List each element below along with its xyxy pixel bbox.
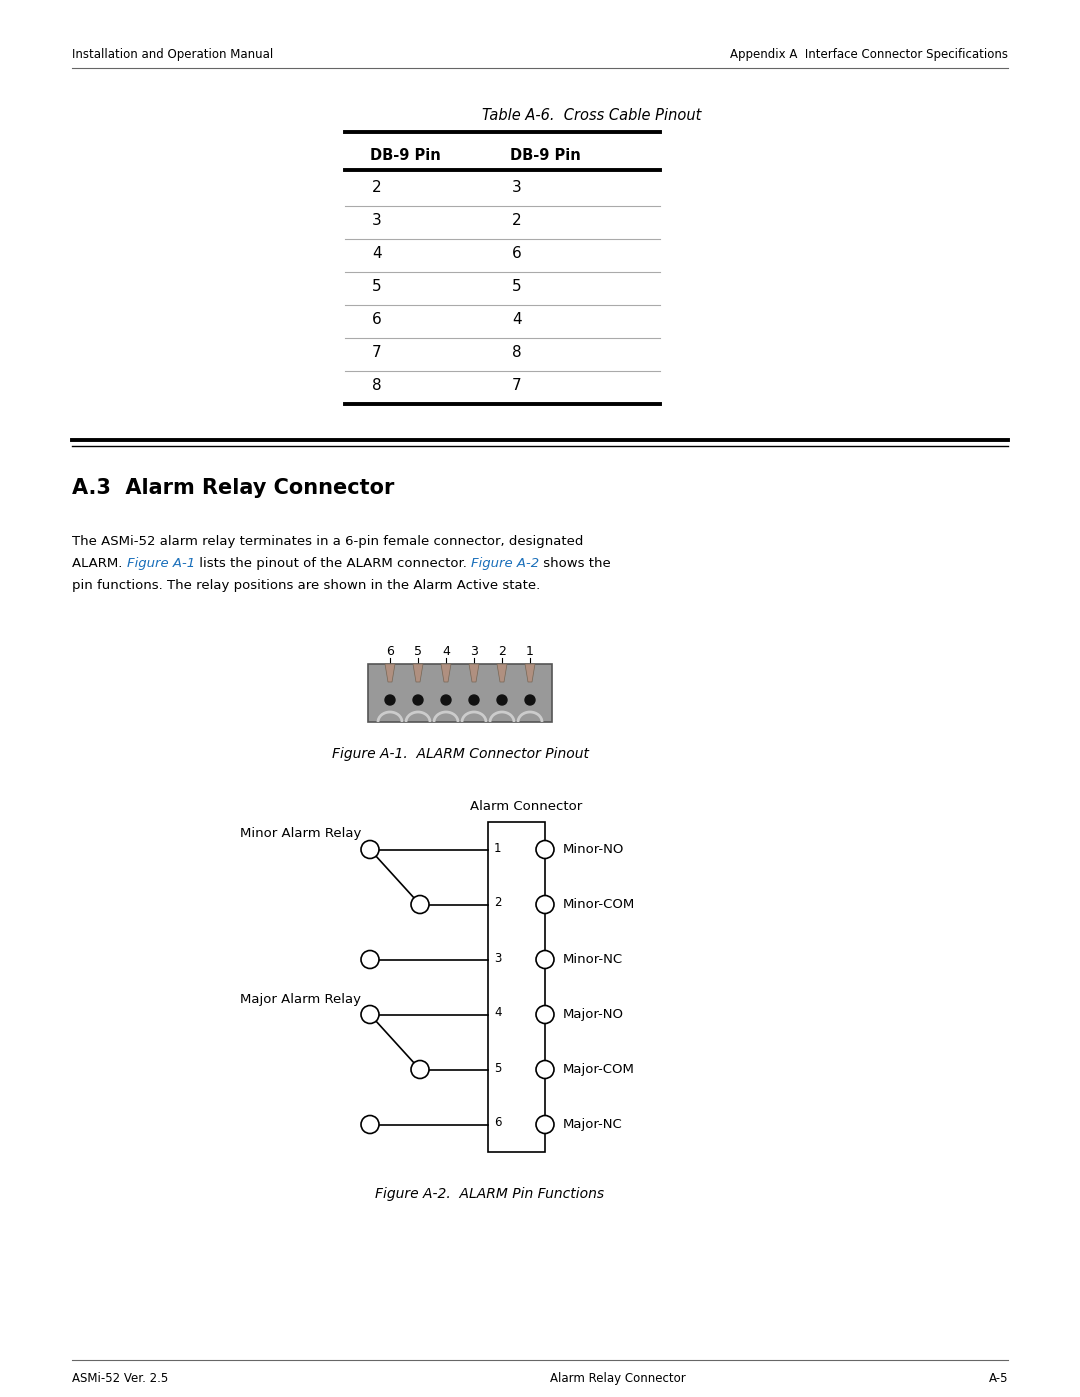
Circle shape <box>361 1115 379 1133</box>
Text: 2: 2 <box>498 645 505 658</box>
Text: Minor-COM: Minor-COM <box>563 898 635 911</box>
Circle shape <box>536 1115 554 1133</box>
Text: 8: 8 <box>372 379 381 393</box>
Text: The ASMi-52 alarm relay terminates in a 6-pin female connector, designated: The ASMi-52 alarm relay terminates in a … <box>72 535 583 548</box>
Text: Major-COM: Major-COM <box>563 1063 635 1076</box>
Text: Appendix A  Interface Connector Specifications: Appendix A Interface Connector Specifica… <box>730 47 1008 61</box>
Text: Table A-6.  Cross Cable Pinout: Table A-6. Cross Cable Pinout <box>483 108 702 123</box>
Text: Figure A-2: Figure A-2 <box>471 557 539 570</box>
Circle shape <box>525 694 535 705</box>
Text: 8: 8 <box>512 345 522 360</box>
Text: lists the pinout of the ALARM connector.: lists the pinout of the ALARM connector. <box>194 557 471 570</box>
Polygon shape <box>525 664 535 682</box>
Text: 4: 4 <box>372 246 381 261</box>
Bar <box>368 664 552 722</box>
Text: 2: 2 <box>494 897 501 909</box>
Circle shape <box>536 841 554 859</box>
Text: 4: 4 <box>494 1006 501 1020</box>
Text: A-5: A-5 <box>988 1372 1008 1384</box>
Text: pin functions. The relay positions are shown in the Alarm Active state.: pin functions. The relay positions are s… <box>72 578 540 592</box>
Circle shape <box>536 1006 554 1024</box>
Circle shape <box>411 895 429 914</box>
Circle shape <box>411 1060 429 1078</box>
Text: Minor-NC: Minor-NC <box>563 953 623 965</box>
Circle shape <box>361 950 379 968</box>
Text: 7: 7 <box>372 345 381 360</box>
Polygon shape <box>441 664 451 682</box>
Text: 5: 5 <box>494 1062 501 1074</box>
Circle shape <box>441 694 451 705</box>
Circle shape <box>384 694 395 705</box>
Text: DB-9 Pin: DB-9 Pin <box>370 148 441 163</box>
Circle shape <box>361 1006 379 1024</box>
Polygon shape <box>497 664 507 682</box>
Circle shape <box>361 841 379 859</box>
Text: Minor-NO: Minor-NO <box>563 842 624 856</box>
Circle shape <box>536 895 554 914</box>
Text: Minor Alarm Relay: Minor Alarm Relay <box>240 827 362 841</box>
Text: Major Alarm Relay: Major Alarm Relay <box>240 992 361 1006</box>
Circle shape <box>536 1060 554 1078</box>
Text: 3: 3 <box>372 212 381 228</box>
Text: Major-NC: Major-NC <box>563 1118 623 1132</box>
Circle shape <box>469 694 480 705</box>
Circle shape <box>536 950 554 968</box>
Polygon shape <box>469 664 480 682</box>
Text: A.3  Alarm Relay Connector: A.3 Alarm Relay Connector <box>72 478 394 497</box>
Text: Figure A-1: Figure A-1 <box>126 557 194 570</box>
Polygon shape <box>413 664 423 682</box>
Bar <box>488 821 545 1153</box>
Text: ALARM.: ALARM. <box>72 557 126 570</box>
Text: 2: 2 <box>512 212 522 228</box>
Text: Figure A-2.  ALARM Pin Functions: Figure A-2. ALARM Pin Functions <box>376 1187 605 1201</box>
Circle shape <box>413 694 423 705</box>
Text: 4: 4 <box>442 645 450 658</box>
Text: 3: 3 <box>470 645 478 658</box>
Text: 7: 7 <box>512 379 522 393</box>
Circle shape <box>497 694 507 705</box>
Polygon shape <box>384 664 395 682</box>
Text: 2: 2 <box>372 180 381 196</box>
Text: 6: 6 <box>494 1116 501 1130</box>
Text: 5: 5 <box>414 645 422 658</box>
Text: Alarm Relay Connector: Alarm Relay Connector <box>550 1372 686 1384</box>
Text: Installation and Operation Manual: Installation and Operation Manual <box>72 47 273 61</box>
Text: Figure A-1.  ALARM Connector Pinout: Figure A-1. ALARM Connector Pinout <box>332 747 589 761</box>
Text: 4: 4 <box>512 312 522 327</box>
Text: Alarm Connector: Alarm Connector <box>471 800 582 813</box>
Text: 6: 6 <box>512 246 522 261</box>
Text: 6: 6 <box>386 645 394 658</box>
Text: ASMi-52 Ver. 2.5: ASMi-52 Ver. 2.5 <box>72 1372 168 1384</box>
Text: shows the: shows the <box>539 557 611 570</box>
Text: Major-NO: Major-NO <box>563 1009 624 1021</box>
Text: 1: 1 <box>494 841 501 855</box>
Text: 3: 3 <box>512 180 522 196</box>
Text: 6: 6 <box>372 312 381 327</box>
Text: 5: 5 <box>372 279 381 293</box>
Text: 1: 1 <box>526 645 534 658</box>
Text: 5: 5 <box>512 279 522 293</box>
Text: DB-9 Pin: DB-9 Pin <box>510 148 581 163</box>
Text: 3: 3 <box>494 951 501 964</box>
